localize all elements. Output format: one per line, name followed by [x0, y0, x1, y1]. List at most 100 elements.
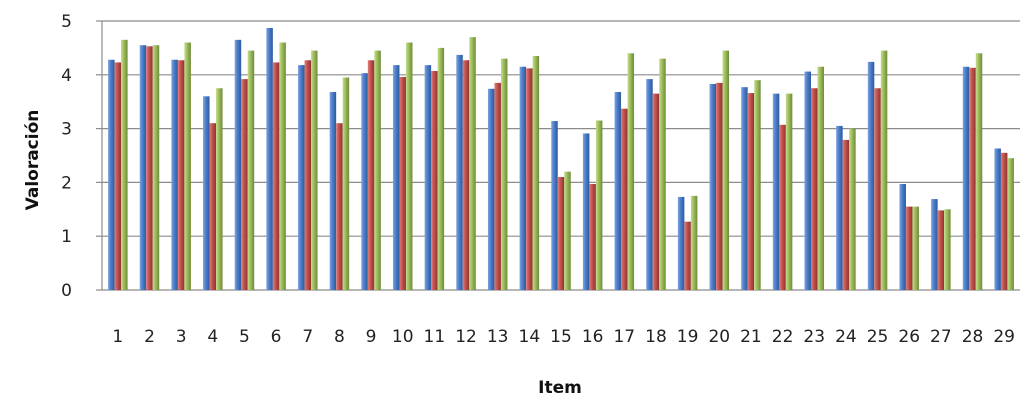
bars — [108, 27, 1014, 291]
bar-series-1-item-13 — [487, 88, 495, 290]
bar-series-1-item-28 — [962, 66, 970, 290]
bar-series-2-item-17 — [621, 108, 628, 290]
x-tick-label: 3 — [176, 327, 187, 347]
bar-series-1-item-2 — [139, 45, 147, 291]
bar-series-1-item-27 — [931, 199, 938, 290]
bar-series-3-item-21 — [754, 80, 761, 291]
bar-series-2-item-28 — [969, 67, 976, 290]
bar-series-2-item-5 — [241, 79, 248, 290]
x-tick-label: 21 — [740, 327, 762, 347]
bar-series-2-item-20 — [716, 82, 723, 291]
x-tick-label: 7 — [302, 327, 313, 347]
bar-series-1-item-9 — [361, 73, 368, 290]
bar-series-1-item-17 — [614, 92, 622, 291]
bar-series-3-item-18 — [659, 58, 666, 290]
bar-series-1-item-25 — [867, 61, 875, 290]
bar-series-1-item-5 — [234, 39, 242, 290]
y-tick-label: 0 — [61, 281, 72, 301]
bar-series-2-item-8 — [336, 123, 343, 290]
bar-series-3-item-14 — [532, 55, 540, 290]
bar-series-1-item-10 — [392, 65, 400, 291]
x-tick-label: 8 — [334, 327, 345, 347]
bar-series-3-item-16 — [595, 120, 603, 290]
bar-series-1-item-24 — [836, 125, 843, 290]
bar-series-2-item-26 — [905, 206, 913, 290]
x-tick-label: 28 — [962, 327, 984, 347]
x-tick-label: 14 — [519, 327, 541, 347]
bar-series-1-item-12 — [456, 54, 463, 290]
x-tick-label: 20 — [708, 327, 730, 347]
bar-series-3-item-5 — [247, 50, 255, 291]
x-tick-label: 23 — [803, 327, 825, 347]
bar-series-1-item-6 — [266, 27, 273, 291]
y-axis-title: Valoración — [23, 110, 43, 211]
x-axis-title: Item — [538, 378, 582, 398]
bar-series-1-item-26 — [899, 184, 906, 290]
bar-series-1-item-16 — [582, 133, 590, 290]
bar-series-2-item-9 — [367, 60, 375, 290]
bar-series-3-item-28 — [975, 53, 983, 290]
x-tick-labels: 1 2 3 4 5 6 7 8 9 10 11 12 13 14 15 16 17 18 19 20 21 22 23 24 2… — [112, 327, 1015, 347]
bar-series-3-item-8 — [342, 77, 350, 291]
bar-series-2-item-16 — [589, 184, 596, 290]
bar-series-3-item-7 — [311, 50, 318, 291]
x-tick-label: 12 — [455, 327, 477, 347]
bar-series-1-item-3 — [171, 59, 178, 290]
bar-series-1-item-22 — [772, 93, 780, 290]
x-tick-label: 15 — [550, 327, 572, 347]
bar-series-1-item-23 — [804, 71, 811, 290]
y-tick-label: 4 — [61, 66, 72, 86]
bar-series-2-item-4 — [209, 123, 217, 290]
bar-series-3-item-17 — [627, 53, 635, 290]
bar-series-3-item-23 — [817, 66, 824, 290]
x-tick-label: 11 — [424, 327, 446, 347]
bar-series-2-item-14 — [526, 68, 533, 290]
bar-series-2-item-6 — [272, 62, 280, 291]
x-tick-label: 10 — [392, 327, 414, 347]
bar-series-3-item-2 — [152, 45, 160, 291]
bar-series-3-item-9 — [374, 50, 381, 291]
x-tick-label: 25 — [867, 327, 889, 347]
bar-series-1-item-1 — [108, 59, 115, 290]
bar-series-2-item-11 — [431, 71, 438, 290]
bar-series-2-item-27 — [937, 210, 945, 290]
x-tick-label: 4 — [207, 327, 218, 347]
bar-series-1-item-4 — [203, 96, 210, 290]
y-tick-label: 5 — [61, 12, 72, 32]
x-tick-label: 26 — [898, 327, 920, 347]
bar-series-1-item-15 — [551, 121, 558, 290]
bar-series-1-item-19 — [677, 196, 685, 290]
bar-series-3-item-13 — [500, 58, 508, 290]
gridlines — [102, 20, 1020, 237]
bar-series-2-item-23 — [810, 88, 818, 290]
bar-series-2-item-18 — [652, 93, 660, 290]
bar-series-3-item-22 — [785, 93, 793, 290]
x-tick-label: 9 — [366, 327, 377, 347]
bar-series-3-item-24 — [849, 128, 856, 290]
bar-series-2-item-3 — [177, 60, 185, 290]
x-tick-label: 16 — [582, 327, 604, 347]
x-tick-label: 2 — [144, 327, 155, 347]
bar-series-3-item-19 — [690, 195, 698, 290]
x-tick-label: 27 — [930, 327, 952, 347]
bar-series-3-item-12 — [469, 37, 476, 290]
bar-series-2-item-22 — [779, 124, 786, 290]
bar-series-2-item-10 — [399, 76, 406, 290]
bar-series-3-item-6 — [279, 42, 286, 290]
bar-series-3-item-1 — [121, 39, 128, 290]
bar-series-3-item-29 — [1007, 158, 1014, 290]
bar-series-3-item-3 — [184, 42, 191, 290]
bar-series-3-item-25 — [880, 50, 888, 291]
bar-series-1-item-29 — [994, 148, 1001, 290]
x-tick-label: 19 — [677, 327, 699, 347]
x-tick-label: 22 — [772, 327, 794, 347]
bar-series-2-item-13 — [494, 82, 501, 291]
bar-series-1-item-11 — [424, 65, 432, 291]
bar-series-1-item-14 — [519, 66, 527, 290]
y-tick-labels: 0 1 2 3 4 5 — [61, 12, 72, 301]
y-tick-label: 2 — [61, 173, 72, 193]
bar-series-2-item-29 — [1000, 152, 1008, 290]
x-tick-label: 29 — [993, 327, 1015, 347]
bar-series-3-item-27 — [944, 209, 951, 290]
